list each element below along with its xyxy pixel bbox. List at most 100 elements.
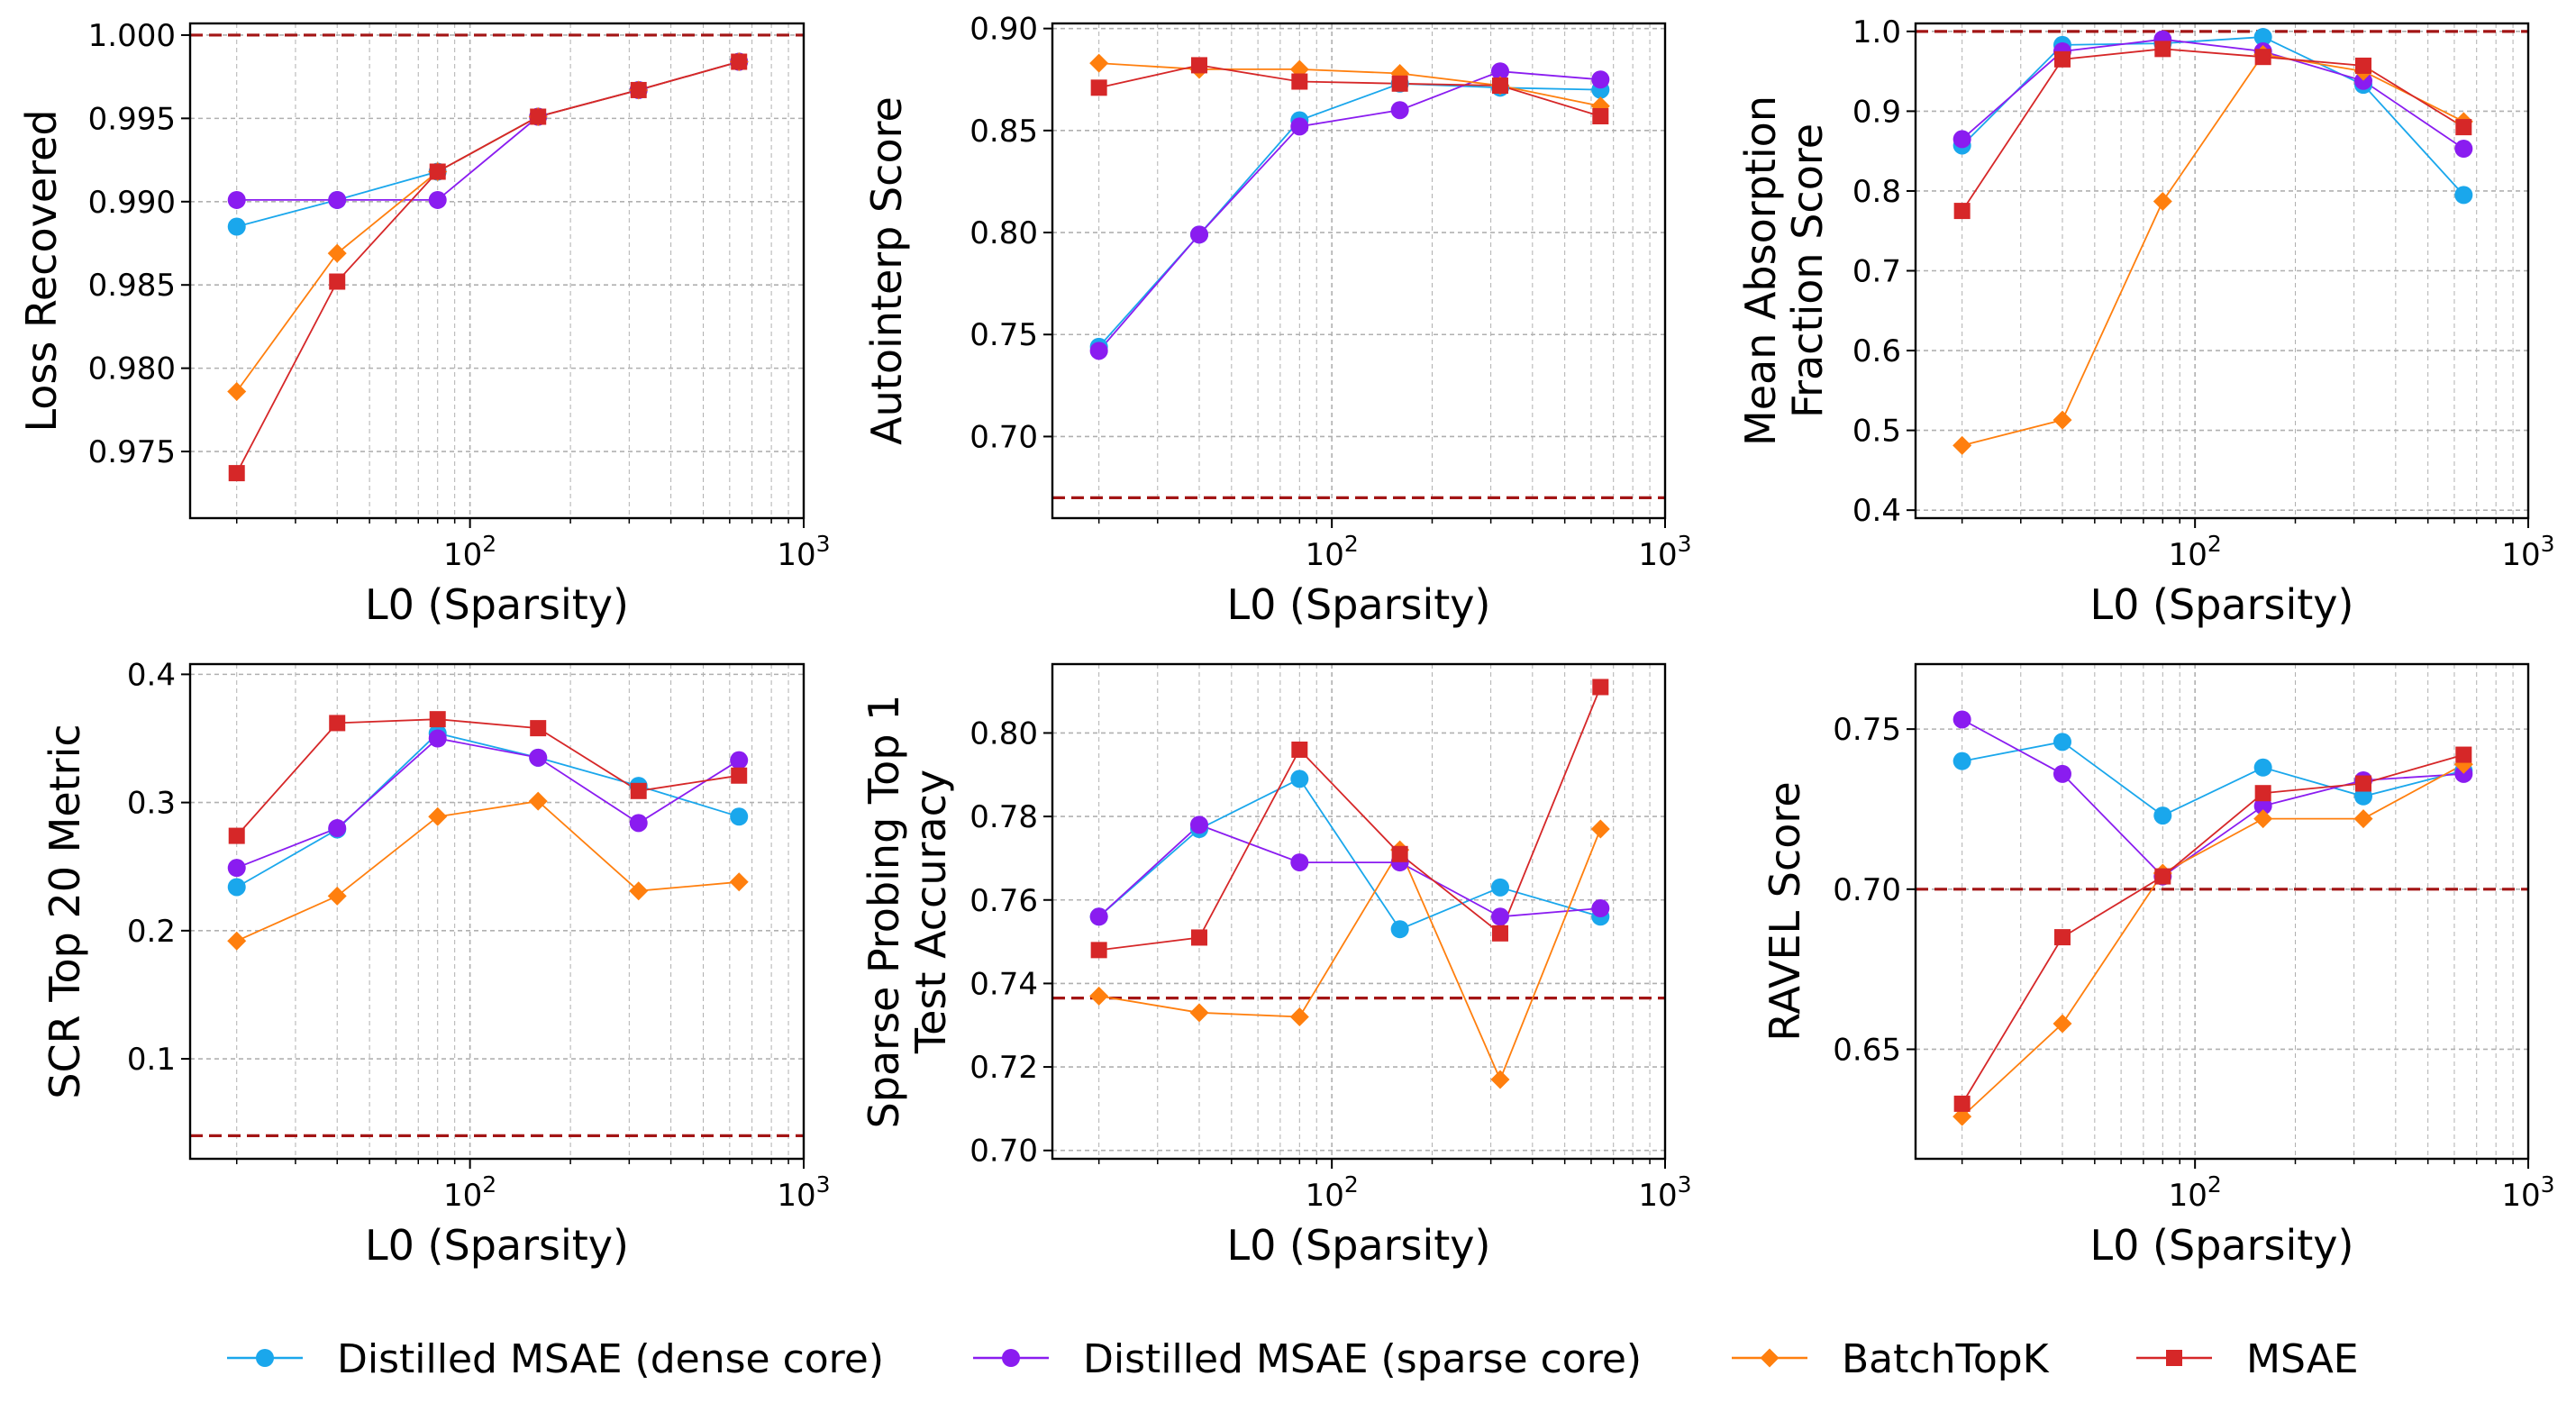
y-tick-label: 0.75 xyxy=(1833,712,1901,748)
x-tick-label: 103 xyxy=(2501,531,2554,573)
data-point xyxy=(1590,819,1610,839)
legend-label: MSAE xyxy=(2246,1336,2359,1382)
y-tick-label: 0.5 xyxy=(1852,414,1901,450)
x-tick-label: 103 xyxy=(1638,531,1691,573)
data-point xyxy=(2253,28,2272,47)
legend-label: Distilled MSAE (sparse core) xyxy=(1083,1336,1642,1382)
x-tick-label: 102 xyxy=(1306,1171,1359,1214)
y-tick-label: 0.76 xyxy=(969,883,1038,919)
x-tick-label: 103 xyxy=(2501,1171,2554,1214)
data-point xyxy=(1390,920,1409,939)
data-point xyxy=(2053,410,2072,430)
y-tick-label: 0.985 xyxy=(88,268,176,304)
y-tick-label: 0.74 xyxy=(969,966,1038,1002)
data-point xyxy=(428,729,447,748)
series-line xyxy=(1098,70,1601,351)
data-point xyxy=(2353,809,2373,829)
axes-frame xyxy=(1914,662,2530,1161)
series-line xyxy=(1962,718,2464,878)
data-point xyxy=(630,81,647,98)
data-point xyxy=(328,819,347,838)
series-line xyxy=(1098,824,1601,918)
data-point xyxy=(2454,764,2473,783)
x-tick-label: 103 xyxy=(777,1171,830,1214)
data-point xyxy=(327,886,347,906)
grid xyxy=(1916,664,2529,1159)
y-axis-label: Mean AbsorptionFraction Score xyxy=(1736,96,1832,446)
data-point xyxy=(328,190,347,209)
y-tick-label: 0.4 xyxy=(127,657,176,693)
y-tick-label: 0.78 xyxy=(969,799,1038,835)
series-line xyxy=(236,718,740,837)
data-point xyxy=(329,273,346,290)
x-tick-label: 102 xyxy=(2169,1171,2222,1214)
legend-item: Distilled MSAE (dense core) xyxy=(227,1336,884,1382)
data-point xyxy=(1490,1070,1510,1089)
legend: Distilled MSAE (dense core) Distilled MSA… xyxy=(227,1336,2359,1382)
data-point xyxy=(227,931,247,951)
data-point xyxy=(227,382,247,402)
series-line xyxy=(1098,82,1601,348)
data-point xyxy=(731,53,748,70)
x-axis-label: L0 (Sparsity) xyxy=(2090,580,2354,629)
data-point xyxy=(629,814,648,833)
data-point xyxy=(2354,775,2371,792)
data-point xyxy=(529,748,548,767)
series-line xyxy=(1098,687,1602,952)
y-axis-label: Autointerp Score xyxy=(862,96,911,445)
data-point xyxy=(2454,140,2473,159)
data-point xyxy=(1290,770,1309,788)
data-point xyxy=(2353,787,2372,806)
data-point xyxy=(2154,868,2171,885)
data-point xyxy=(1190,929,1207,946)
data-point xyxy=(227,878,246,897)
y-tick-label: 0.980 xyxy=(88,351,176,387)
data-point xyxy=(1089,907,1108,926)
x-axis-label: L0 (Sparsity) xyxy=(1227,1221,1491,1270)
data-point xyxy=(1189,1003,1209,1023)
data-point xyxy=(1490,62,1509,81)
data-point xyxy=(2253,809,2273,829)
subplot-3: 0.4 0.5 0.6 0.7 0.8 0.9 1.0 102 103 L0 (Sparsity)… xyxy=(1736,14,2555,629)
data-point xyxy=(1391,845,1408,862)
data-point xyxy=(1592,679,1609,696)
y-axis-label: SCR Top 20 Metric xyxy=(41,724,89,1098)
y-tick-label: 0.8 xyxy=(1852,174,1901,210)
data-point xyxy=(2153,191,2172,211)
legend-marker xyxy=(1760,1348,1780,1368)
data-point xyxy=(329,715,346,732)
data-point xyxy=(2154,41,2171,58)
data-point xyxy=(630,782,647,799)
data-point xyxy=(1952,710,1971,729)
data-point xyxy=(2253,797,2272,815)
data-point xyxy=(2053,929,2071,946)
series-line xyxy=(235,60,740,393)
data-point xyxy=(729,872,749,892)
y-tick-label: 0.995 xyxy=(88,101,176,137)
y-tick-label: 1.000 xyxy=(88,18,176,54)
legend-marker xyxy=(256,1349,274,1367)
x-tick-label: 103 xyxy=(1638,1171,1691,1214)
y-tick-label: 1.0 xyxy=(1852,14,1901,50)
data-point xyxy=(1952,130,1971,149)
grid xyxy=(190,664,805,1159)
data-point xyxy=(1189,815,1208,834)
data-point xyxy=(528,791,548,811)
y-tick-label: 0.85 xyxy=(969,114,1038,150)
y-tick-label: 0.6 xyxy=(1852,333,1901,369)
subplot-4: 0.1 0.2 0.3 0.4 102 103 L0 (Sparsity) SCR Top 2… xyxy=(41,657,831,1270)
y-tick-label: 0.65 xyxy=(1833,1032,1901,1068)
series-line xyxy=(1961,753,2464,1105)
legend-label: BatchTopK xyxy=(1842,1336,2050,1382)
legend-item: Distilled MSAE (sparse core) xyxy=(973,1336,1642,1382)
series-line xyxy=(1962,741,2464,817)
data-point xyxy=(2353,71,2372,90)
data-point xyxy=(1592,108,1609,125)
data-point xyxy=(428,806,448,826)
data-point xyxy=(2053,50,2071,68)
data-point xyxy=(1490,907,1509,926)
series-line xyxy=(236,800,740,943)
data-point xyxy=(1291,741,1308,758)
subplot-5: 0.70 0.72 0.74 0.76 0.78 0.80 102 103 L0 (Sparsi… xyxy=(860,662,1692,1270)
data-point xyxy=(1089,342,1108,360)
